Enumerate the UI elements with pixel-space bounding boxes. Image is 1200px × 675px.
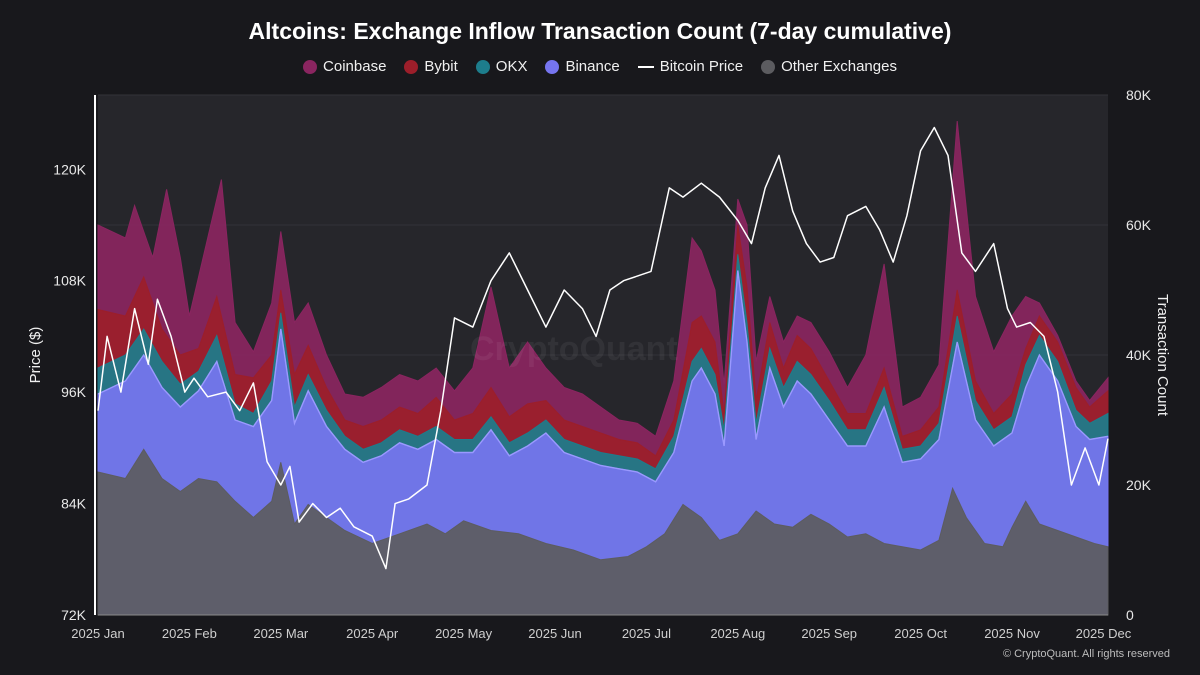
legend: Coinbase Bybit OKX Binance Bitcoin Price… — [0, 58, 1200, 75]
x-tick-label-5: 2025 Jun — [528, 626, 582, 641]
x-tick-label-6: 2025 Jul — [622, 626, 671, 641]
y-left-axis-title: Price ($) — [27, 327, 44, 384]
x-tick-label-4: 2025 May — [435, 626, 493, 641]
x-tick-label-9: 2025 Oct — [894, 626, 947, 641]
axes: 72K 84K 96K 108K 120K 0 20K 40K 60K 80K 2025 Jan 20… — [27, 87, 1171, 641]
chart-title: Altcoins: Exchange Inflow Transaction Co… — [248, 18, 952, 44]
legend-swatch-other-exchanges — [761, 59, 776, 74]
x-tick-label-8: 2025 Sep — [801, 626, 857, 641]
legend-label-bitcoin-price: Bitcoin Price — [659, 58, 744, 75]
legend-item-bybit[interactable]: Bybit — [404, 58, 458, 75]
area-edge-binance — [97, 270, 1109, 483]
legend-item-bitcoin-price[interactable]: Bitcoin Price — [637, 58, 744, 75]
line-bitcoin-price — [97, 126, 1109, 570]
y-right-tick-label-0: 0 — [1126, 607, 1134, 623]
x-tick-label-7: 2025 Aug — [710, 626, 765, 641]
area-other-exchanges — [97, 448, 1109, 616]
legend-label-coinbase: Coinbase — [323, 58, 387, 75]
y-right-tick-label-3: 60K — [1126, 217, 1152, 233]
y-left-tick-label-1: 84K — [61, 496, 87, 512]
y-right-tick-label-2: 40K — [1126, 347, 1152, 363]
legend-label-binance: Binance — [565, 58, 620, 75]
legend-label-other-exchanges: Other Exchanges — [781, 58, 897, 75]
legend-item-binance[interactable]: Binance — [545, 58, 620, 75]
x-tick-label-11: 2025 Dec — [1076, 626, 1132, 641]
copyright-text: © CryptoQuant. All rights reserved — [1002, 648, 1170, 660]
y-right-axis-title: Transaction Count — [1154, 294, 1171, 417]
legend-label-bybit: Bybit — [424, 58, 458, 75]
y-right-tick-label-1: 20K — [1126, 477, 1152, 493]
x-tick-label-2: 2025 Mar — [253, 626, 309, 641]
legend-swatch-okx — [475, 59, 490, 74]
watermark: CryptoQuant — [470, 330, 678, 368]
y-left-tick-label-0: 72K — [61, 607, 87, 623]
bitcoin-price-line-layer — [97, 126, 1109, 570]
legend-item-okx[interactable]: OKX — [475, 58, 528, 75]
y-right-tick-label-4: 80K — [1126, 87, 1152, 103]
legend-swatch-bitcoin-price — [637, 65, 654, 68]
legend-item-coinbase[interactable]: Coinbase — [303, 58, 386, 75]
y-left-tick-label-4: 120K — [53, 161, 86, 177]
y-left-tick-label-2: 96K — [61, 384, 87, 400]
legend-item-other-exchanges[interactable]: Other Exchanges — [761, 58, 897, 75]
x-tick-label-0: 2025 Jan — [71, 626, 125, 641]
legend-label-okx: OKX — [495, 58, 528, 75]
legend-swatch-bybit — [404, 59, 419, 74]
area-series — [97, 120, 1109, 616]
x-tick-label-1: 2025 Feb — [162, 626, 217, 641]
legend-swatch-coinbase — [303, 59, 318, 74]
legend-swatch-binance — [545, 59, 560, 74]
y-left-tick-label-3: 108K — [53, 273, 86, 289]
x-tick-label-10: 2025 Nov — [984, 626, 1040, 641]
x-tick-label-3: 2025 Apr — [346, 626, 399, 641]
